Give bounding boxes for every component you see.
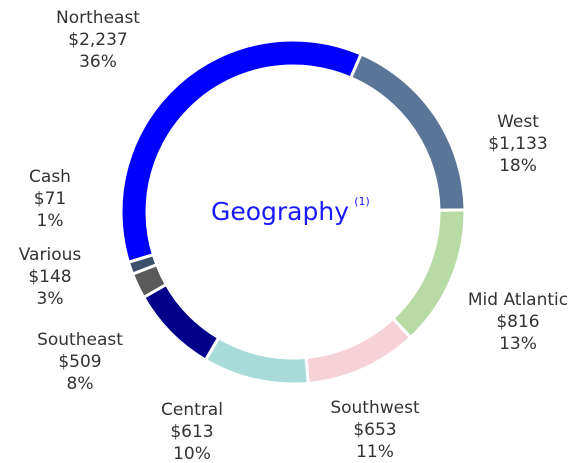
donut-segment xyxy=(126,252,159,276)
percent-label: 10% xyxy=(173,444,211,463)
donut-segment xyxy=(348,52,467,212)
percent-label: 13% xyxy=(499,334,537,354)
segment-label: Cash xyxy=(29,167,71,187)
segment-label: West xyxy=(497,112,539,132)
donut-segment xyxy=(119,38,364,265)
value-label: $71 xyxy=(34,189,66,209)
value-label: $148 xyxy=(28,267,71,287)
value-label: $816 xyxy=(496,312,539,332)
donut-segment xyxy=(203,335,310,386)
donut-segment xyxy=(141,282,221,363)
value-label: $613 xyxy=(170,422,213,442)
percent-label: 18% xyxy=(499,156,537,176)
segment-label: Southwest xyxy=(330,398,420,418)
title-note: (1) xyxy=(354,195,370,208)
chart-title: Geography xyxy=(211,197,349,226)
segment-label: Various xyxy=(19,245,82,265)
donut-segment xyxy=(304,316,413,385)
percent-label: 8% xyxy=(67,374,94,394)
value-label: $1,133 xyxy=(488,134,547,154)
segment-label: Central xyxy=(161,400,223,420)
percent-label: 3% xyxy=(37,289,64,309)
value-label: $653 xyxy=(353,420,396,440)
segment-label: Mid Atlantic xyxy=(468,290,568,310)
percent-label: 36% xyxy=(79,52,117,72)
segment-label: Southeast xyxy=(37,330,123,350)
donut-segment xyxy=(390,208,467,340)
value-label: $509 xyxy=(58,352,101,372)
value-label: $2,237 xyxy=(68,30,127,50)
percent-label: 1% xyxy=(37,211,64,231)
percent-label: 11% xyxy=(356,442,394,462)
segment-label: Northeast xyxy=(56,8,140,28)
